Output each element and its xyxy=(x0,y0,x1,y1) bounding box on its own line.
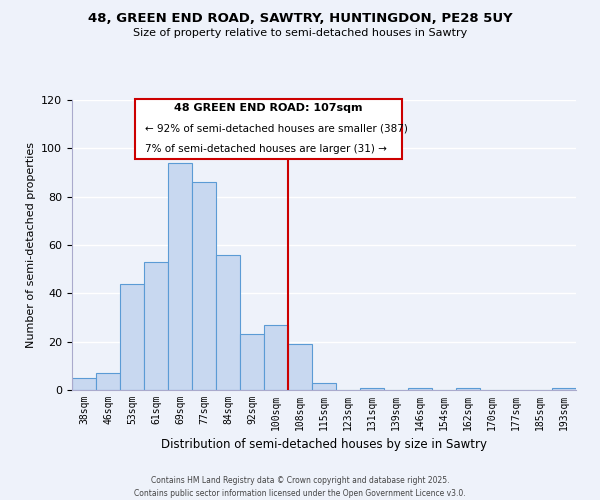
Bar xyxy=(96,373,120,390)
Bar xyxy=(120,284,144,390)
Text: 7% of semi-detached houses are larger (31) →: 7% of semi-detached houses are larger (3… xyxy=(145,144,387,154)
Bar xyxy=(240,334,264,390)
Bar xyxy=(360,388,384,390)
X-axis label: Distribution of semi-detached houses by size in Sawtry: Distribution of semi-detached houses by … xyxy=(161,438,487,452)
Bar xyxy=(144,262,168,390)
Text: 48 GREEN END ROAD: 107sqm: 48 GREEN END ROAD: 107sqm xyxy=(175,103,363,113)
Y-axis label: Number of semi-detached properties: Number of semi-detached properties xyxy=(26,142,35,348)
FancyBboxPatch shape xyxy=(135,98,402,160)
Text: Size of property relative to semi-detached houses in Sawtry: Size of property relative to semi-detach… xyxy=(133,28,467,38)
Bar xyxy=(456,388,480,390)
Bar xyxy=(312,383,336,390)
Bar xyxy=(168,163,192,390)
Text: 48, GREEN END ROAD, SAWTRY, HUNTINGDON, PE28 5UY: 48, GREEN END ROAD, SAWTRY, HUNTINGDON, … xyxy=(88,12,512,26)
Text: ← 92% of semi-detached houses are smaller (387): ← 92% of semi-detached houses are smalle… xyxy=(145,123,408,133)
Bar xyxy=(264,325,288,390)
Text: Contains HM Land Registry data © Crown copyright and database right 2025.
Contai: Contains HM Land Registry data © Crown c… xyxy=(134,476,466,498)
Bar xyxy=(192,182,216,390)
Bar xyxy=(216,254,240,390)
Bar xyxy=(72,378,96,390)
Bar xyxy=(552,388,576,390)
Bar xyxy=(408,388,432,390)
Bar xyxy=(288,344,312,390)
